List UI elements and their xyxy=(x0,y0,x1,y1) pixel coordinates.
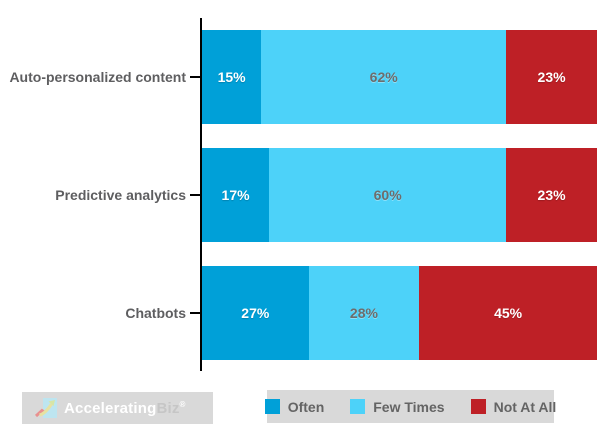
legend: Often Few Times Not At All xyxy=(264,390,557,423)
growth-chart-icon xyxy=(34,398,57,418)
logo-text-primary: Accelerating xyxy=(64,399,157,417)
segment-value-label: 17% xyxy=(221,187,250,203)
legend-item-few-times: Few Times xyxy=(350,398,445,415)
legend-swatch-not-at-all xyxy=(470,399,486,414)
bar: 17% 60% 23% xyxy=(202,148,597,242)
segment-value-label: 15% xyxy=(217,69,246,85)
legend-swatch-few-times xyxy=(350,399,366,414)
segment-value-label: 45% xyxy=(494,305,523,321)
category-label: Auto-personalized content xyxy=(9,69,186,85)
tick-mark xyxy=(190,194,200,196)
bar-segment-often: 27% xyxy=(202,266,309,360)
bar-segment-few-times: 60% xyxy=(269,148,507,242)
bar-row: Predictive analytics 17% 60% 23% xyxy=(0,148,597,242)
category-label-cell: Chatbots xyxy=(0,266,202,360)
tick-mark xyxy=(190,312,200,314)
tick-mark xyxy=(190,76,200,78)
category-label: Chatbots xyxy=(125,305,186,321)
segment-value-label: 23% xyxy=(537,187,566,203)
bar-segment-not-at-all: 45% xyxy=(419,266,597,360)
bar-segment-few-times: 62% xyxy=(261,30,507,124)
legend-label-few-times: Few Times xyxy=(373,398,445,415)
bar-segment-not-at-all: 23% xyxy=(506,30,597,124)
category-label: Predictive analytics xyxy=(55,187,186,203)
logo: AcceleratingBiz® xyxy=(22,392,213,424)
category-label-cell: Auto-personalized content xyxy=(0,30,202,124)
bar-segment-often: 15% xyxy=(202,30,262,124)
legend-swatch-often xyxy=(264,399,280,414)
bar: 15% 62% 23% xyxy=(202,30,597,124)
bar: 27% 28% 45% xyxy=(202,266,597,360)
segment-value-label: 60% xyxy=(373,187,402,203)
segment-value-label: 62% xyxy=(369,69,398,85)
legend-label-often: Often xyxy=(287,398,325,415)
category-label-cell: Predictive analytics xyxy=(0,148,202,242)
logo-text: AcceleratingBiz® xyxy=(64,400,186,417)
bar-segment-few-times: 28% xyxy=(308,266,420,360)
bar-row: Auto-personalized content 15% 62% 23% xyxy=(0,30,597,124)
bar-segment-often: 17% xyxy=(202,148,270,242)
registered-trademark-symbol: ® xyxy=(179,399,186,409)
legend-item-not-at-all: Not At All xyxy=(470,398,557,415)
bar-row: Chatbots 27% 28% 45% xyxy=(0,266,597,360)
bar-segment-not-at-all: 23% xyxy=(506,148,597,242)
y-axis-line xyxy=(200,18,202,371)
logo-text-secondary: Biz xyxy=(156,399,180,417)
segment-value-label: 23% xyxy=(537,69,566,85)
legend-label-not-at-all: Not At All xyxy=(493,398,557,415)
segment-value-label: 27% xyxy=(241,305,270,321)
legend-item-often: Often xyxy=(264,398,325,415)
chart-rows: Auto-personalized content 15% 62% 23% Pred… xyxy=(0,30,597,360)
segment-value-label: 28% xyxy=(349,305,378,321)
